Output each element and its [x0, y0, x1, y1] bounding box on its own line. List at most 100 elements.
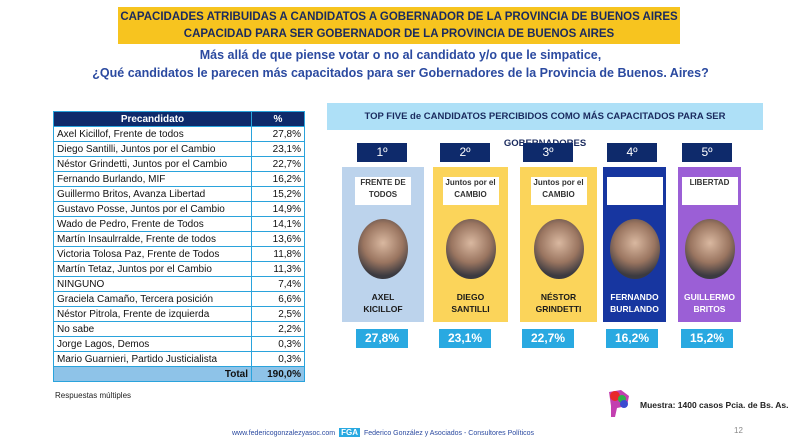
question-line-2: ¿Qué candidatos le parecen más capacitad…	[92, 66, 709, 80]
candidate-card: Juntos por el CAMBIO DIEGO SANTILLI	[433, 167, 508, 322]
table-row: Néstor Grindetti, Juntos por el Cambio 22…	[53, 156, 305, 172]
candidate-pct: 22,7%	[522, 329, 574, 348]
rank-badge: 2º	[440, 143, 490, 162]
candidate-photo	[358, 219, 408, 279]
title-line-1: CAPACIDADES ATRIBUIDAS A CANDIDATOS A GO…	[120, 11, 678, 23]
candidate-photo	[609, 219, 660, 279]
pct-cell: 16,2%	[251, 171, 305, 187]
candidate-cell: Néstor Pitrola, Frente de izquierda	[53, 306, 252, 322]
candidate-pct: 23,1%	[439, 329, 491, 348]
pct-cell: 0,3%	[251, 351, 305, 367]
party-logo: LIBERTAD	[681, 177, 738, 205]
candidate-cell: Jorge Lagos, Demos	[53, 336, 252, 352]
multiple-answers-note: Respuestas múltiples	[55, 391, 132, 400]
pct-cell: 14,1%	[251, 216, 305, 232]
table-row: NINGUNO 7,4%	[53, 276, 305, 292]
candidate-name: GUILLERMO BRITOS	[678, 291, 741, 315]
table-row: Néstor Pitrola, Frente de izquierda 2,5%	[53, 306, 305, 322]
candidate-name: NÉSTOR GRINDETTI	[520, 291, 597, 315]
table-row: Victoria Tolosa Paz, Frente de Todos 11,8…	[53, 246, 305, 262]
pct-cell: 2,5%	[251, 306, 305, 322]
candidate-pct: 15,2%	[681, 329, 733, 348]
candidate-card: Juntos por el CAMBIO NÉSTOR GRINDETTI	[520, 167, 597, 322]
table-row: Fernando Burlando, MIF 16,2%	[53, 171, 305, 187]
candidate-cell: Martín Insaulrralde, Frente de todos	[53, 231, 252, 247]
candidate-cell: Martín Tetaz, Juntos por el Cambio	[53, 261, 252, 277]
top-five-title: TOP FIVE de CANDIDATOS PERCIBIDOS COMO M…	[327, 103, 763, 149]
first-name: DIEGO	[456, 292, 485, 302]
party-logo: Juntos por el CAMBIO	[530, 177, 587, 205]
table-row: Guillermo Britos, Avanza Libertad 15,2%	[53, 186, 305, 202]
rank-badge: 5º	[682, 143, 732, 162]
party-logo	[606, 177, 663, 205]
question-line-1: Más allá de que piense votar o no al can…	[199, 48, 602, 62]
total-label: Total	[53, 366, 252, 382]
col-header-candidate: Precandidato	[53, 111, 252, 127]
pct-cell: 0,3%	[251, 336, 305, 352]
province-map-icon	[609, 390, 629, 417]
rank-badge: 1º	[357, 143, 407, 162]
pct-cell: 14,9%	[251, 201, 305, 217]
candidate-pct: 16,2%	[606, 329, 658, 348]
first-name: FERNANDO	[610, 292, 659, 302]
party-logo: Juntos por el CAMBIO	[442, 177, 499, 205]
candidate-card: FERNANDO BURLANDO	[603, 167, 666, 322]
page-number: 12	[734, 426, 743, 435]
pct-cell: 11,8%	[251, 246, 305, 262]
table-row: Graciela Camaño, Tercera posición 6,6%	[53, 291, 305, 307]
candidate-cell: Diego Santilli, Juntos por el Cambio	[53, 141, 252, 157]
website-link[interactable]: www.federicogonzalezyasoc.com	[232, 430, 336, 437]
candidate-cell: Gustavo Posse, Juntos por el Cambio	[53, 201, 252, 217]
pct-cell: 11,3%	[251, 261, 305, 277]
table-row: Jorge Lagos, Demos 0,3%	[53, 336, 305, 352]
table-row: Wado de Pedro, Frente de Todos 14,1%	[53, 216, 305, 232]
candidate-cell: Axel Kicillof, Frente de todos	[53, 126, 252, 142]
last-name: SANTILLI	[451, 304, 490, 314]
candidate-card: FRENTE DE TODOS AXEL KICILLOF	[342, 167, 424, 322]
candidate-photo	[684, 219, 735, 279]
pct-cell: 2,2%	[251, 321, 305, 337]
title-banner: CAPACIDADES ATRIBUIDAS A CANDIDATOS A GO…	[118, 7, 680, 44]
party-logo: FRENTE DE TODOS	[355, 177, 411, 205]
first-name: NÉSTOR	[540, 292, 577, 302]
fga-logo: FGA	[339, 428, 360, 437]
candidate-name: AXEL KICILLOF	[342, 291, 424, 315]
candidate-cell: NINGUNO	[53, 276, 252, 292]
table-row: Gustavo Posse, Juntos por el Cambio 14,9%	[53, 201, 305, 217]
pct-cell: 6,6%	[251, 291, 305, 307]
total-row: Total 190,0%	[53, 366, 305, 382]
candidate-photo	[445, 219, 496, 279]
candidate-name: DIEGO SANTILLI	[433, 291, 508, 315]
pct-cell: 27,8%	[251, 126, 305, 142]
table-row: Diego Santilli, Juntos por el Cambio 23,1…	[53, 141, 305, 157]
sample-note: Muestra: 1400 casos Pcia. de Bs. As.	[640, 400, 789, 410]
candidate-name: FERNANDO BURLANDO	[603, 291, 666, 315]
candidate-cell: Néstor Grindetti, Juntos por el Cambio	[53, 156, 252, 172]
rank-badge: 3º	[523, 143, 573, 162]
pct-cell: 7,4%	[251, 276, 305, 292]
pct-cell: 13,6%	[251, 231, 305, 247]
pct-cell: 22,7%	[251, 156, 305, 172]
col-header-pct: %	[251, 111, 305, 127]
last-name: KICILLOF	[363, 304, 403, 314]
last-name: BRITOS	[693, 304, 726, 314]
total-value: 190,0%	[251, 366, 305, 382]
table-row: Mario Guarnieri, Partido Justicialista 0,…	[53, 351, 305, 367]
table-row: Axel Kicillof, Frente de todos 27,8%	[53, 126, 305, 142]
candidate-card: LIBERTAD GUILLERMO BRITOS	[678, 167, 741, 322]
title-line-2: CAPACIDAD PARA SER GOBERNADOR DE LA PROV…	[183, 28, 615, 40]
table-row: No sabe 2,2%	[53, 321, 305, 337]
candidate-cell: Victoria Tolosa Paz, Frente de Todos	[53, 246, 252, 262]
candidate-cell: Mario Guarnieri, Partido Justicialista	[53, 351, 252, 367]
pct-cell: 15,2%	[251, 186, 305, 202]
candidate-cell: Guillermo Britos, Avanza Libertad	[53, 186, 252, 202]
candidate-cell: Graciela Camaño, Tercera posición	[53, 291, 252, 307]
candidate-photo	[533, 219, 584, 279]
candidate-cell: Wado de Pedro, Frente de Todos	[53, 216, 252, 232]
last-name: GRINDETTI	[535, 304, 582, 314]
rank-badge: 4º	[607, 143, 657, 162]
candidate-pct: 27,8%	[356, 329, 408, 348]
pct-cell: 23,1%	[251, 141, 305, 157]
candidate-cell: Fernando Burlando, MIF	[53, 171, 252, 187]
